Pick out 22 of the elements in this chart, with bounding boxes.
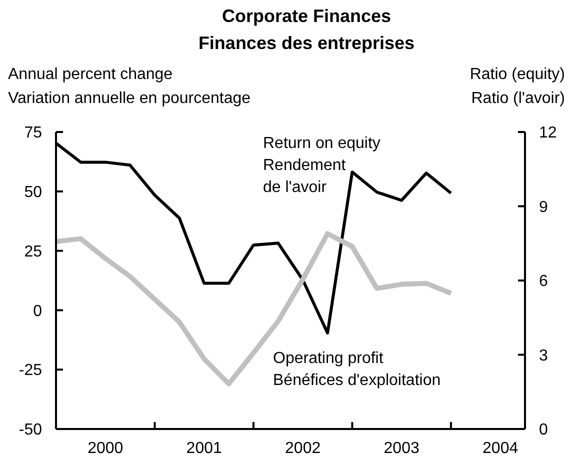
chart-subtitle: Finances des entreprises — [198, 33, 415, 53]
y2-tick-label: 6 — [539, 273, 548, 290]
x-tick-label: 2004 — [482, 440, 518, 457]
y-axis-title: Annual percent change Variation annuelle en pourcentage — [8, 66, 251, 107]
series-label: Return on equity Rendement de l'avoir — [263, 135, 380, 196]
x-tick-label: 2003 — [384, 440, 420, 457]
y2-tick-label: 12 — [539, 124, 557, 142]
y2-axis-title: Ratio (equity) Ratio (l'avoir) — [470, 66, 565, 107]
y-tick-label: 25 — [24, 243, 42, 260]
x-tick-label: 2001 — [186, 440, 222, 457]
y2-tick-label: 0 — [539, 422, 548, 439]
chart-title: Corporate Finances — [222, 6, 392, 26]
y-tick-label: 50 — [24, 184, 42, 201]
x-tick-label: 2000 — [88, 440, 124, 457]
y-tick-label: -50 — [18, 422, 42, 439]
y-tick-label: -25 — [18, 362, 42, 380]
y2-tick-label: 9 — [539, 198, 548, 216]
y2-tick-label: 3 — [539, 347, 548, 364]
y-tick-label: 0 — [33, 302, 42, 320]
x-tick-label: 2002 — [285, 440, 321, 457]
series-label: Operating profit Bénéfices d'exploitation — [273, 350, 441, 389]
y-tick-label: 75 — [24, 124, 42, 142]
